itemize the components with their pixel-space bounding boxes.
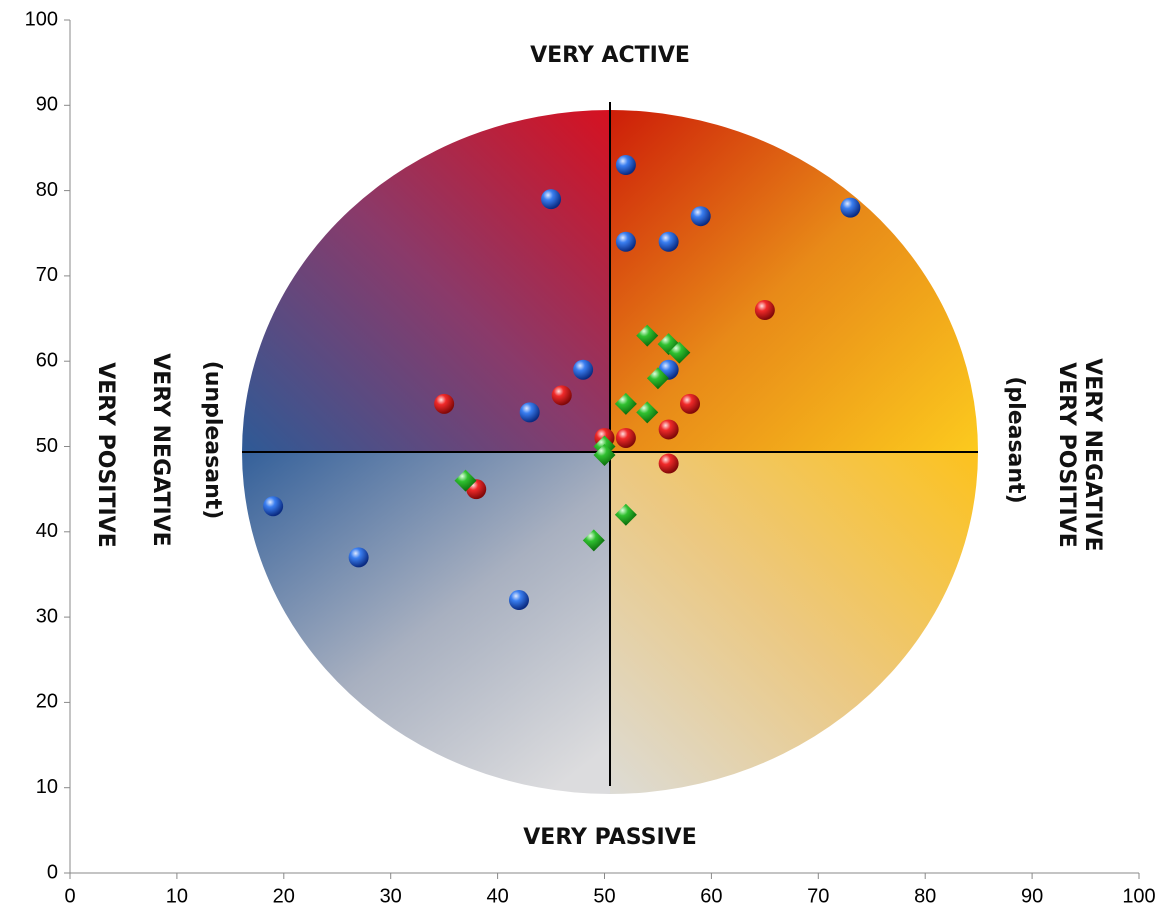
y-tick-label: 60 — [36, 349, 58, 371]
point — [519, 402, 540, 423]
point — [454, 469, 477, 492]
x-tick-label: 40 — [486, 885, 508, 907]
y-tick-label: 50 — [36, 435, 58, 457]
point — [658, 231, 679, 252]
annotation: VERY NEGATIVE — [1080, 358, 1105, 551]
point — [680, 393, 701, 414]
point — [582, 529, 605, 552]
point — [636, 324, 659, 347]
point — [658, 419, 679, 440]
point — [690, 206, 711, 227]
annotation: (unpleasant) — [200, 361, 225, 520]
x-tick-label: 0 — [64, 885, 75, 907]
point — [668, 341, 691, 364]
y-tick-label: 20 — [36, 691, 58, 713]
point — [658, 453, 679, 474]
annotation: VERY POSITIVE — [1054, 362, 1079, 548]
x-tick-label: 60 — [700, 885, 722, 907]
x-tick-label: 30 — [380, 885, 402, 907]
x-tick-label: 10 — [166, 885, 188, 907]
point — [551, 385, 572, 406]
point — [754, 300, 775, 321]
quadrant — [242, 452, 610, 794]
y-tick-label: 40 — [36, 520, 58, 542]
point — [615, 155, 636, 176]
y-tick-label: 80 — [36, 179, 58, 201]
annotation: VERY NEGATIVE — [148, 353, 173, 546]
x-tick-label: 20 — [273, 885, 295, 907]
x-tick-label: 50 — [593, 885, 615, 907]
point — [840, 197, 861, 218]
point — [614, 503, 637, 526]
point — [614, 392, 637, 415]
point — [615, 427, 636, 448]
annotation: VERY POSITIVE — [93, 362, 118, 548]
y-tick-label: 0 — [47, 861, 58, 883]
point — [263, 496, 284, 517]
y-tick-label: 100 — [25, 8, 58, 30]
x-tick-label: 90 — [1021, 885, 1043, 907]
point — [593, 444, 616, 467]
y-tick-label: 70 — [36, 264, 58, 286]
quadrant — [610, 110, 978, 452]
x-tick-label: 70 — [807, 885, 829, 907]
annotation: VERY PASSIVE — [523, 825, 696, 850]
annotation: VERY ACTIVE — [530, 43, 690, 68]
point — [615, 231, 636, 252]
point — [636, 401, 659, 424]
point — [508, 590, 529, 611]
point — [541, 189, 562, 210]
point — [646, 367, 669, 390]
x-tick-label: 80 — [914, 885, 936, 907]
y-tick-label: 10 — [36, 776, 58, 798]
y-tick-label: 30 — [36, 605, 58, 627]
annotation: (pleasant) — [1003, 376, 1028, 503]
x-tick-label: 100 — [1122, 885, 1155, 907]
point — [434, 393, 455, 414]
y-tick-label: 90 — [36, 94, 58, 116]
quadrant — [610, 452, 978, 794]
point — [348, 547, 369, 568]
point — [573, 359, 594, 380]
